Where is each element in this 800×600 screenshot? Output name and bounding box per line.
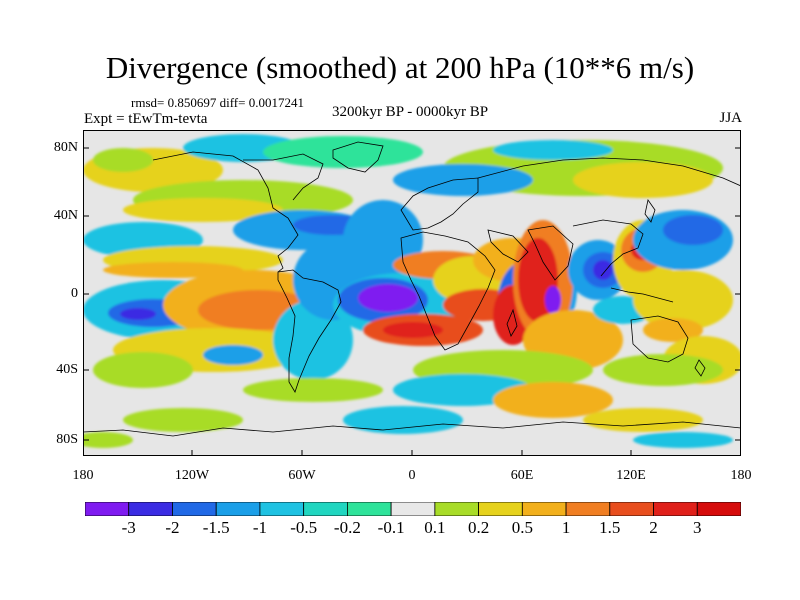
colorbar-label: -0.5 <box>290 518 318 537</box>
colorbar-swatch <box>390 502 436 516</box>
colorbar-swatch <box>128 502 173 516</box>
x-label-120e: 120E <box>616 468 646 483</box>
colorbar-label: -0.1 <box>377 518 405 537</box>
colorbar-label: 0.2 <box>467 518 490 537</box>
colorbar-swatch <box>346 502 392 516</box>
y-label-40s: 40S <box>56 362 78 377</box>
stats-label: rmsd= 0.850697 diff= 0.0017241 <box>131 95 304 110</box>
colorbar-swatch <box>696 502 741 516</box>
colorbar-swatch <box>434 502 479 516</box>
colorbar-swatch <box>521 502 567 516</box>
tick-marks <box>83 147 741 456</box>
colorbar-label: 3 <box>693 518 702 537</box>
colorbar-label: -1.5 <box>202 518 230 537</box>
colorbar-label: -1 <box>252 518 267 537</box>
y-label-40n: 40N <box>53 208 78 223</box>
coastlines <box>83 141 741 437</box>
y-label-0: 0 <box>71 286 78 301</box>
x-label-180e: 180 <box>730 468 752 483</box>
colorbar-label: -2 <box>165 518 180 537</box>
colorbar-swatch <box>565 502 611 516</box>
colorbar-swatch <box>303 502 348 516</box>
colorbar-label: -3 <box>121 518 136 537</box>
x-label-60e: 60E <box>510 468 534 483</box>
colorbar-swatch <box>609 502 654 516</box>
colorbar-label: 0.5 <box>511 518 533 537</box>
colorbar-swatch <box>85 502 130 516</box>
colorbar-swatch <box>478 502 523 516</box>
divergence-map <box>83 130 741 456</box>
x-label-120w: 120W <box>174 468 210 483</box>
colorbar-swatch <box>653 502 698 516</box>
experiment-label: Expt = tEwTm-tevta <box>84 111 208 127</box>
colorbar-swatch <box>259 502 305 516</box>
colorbar-swatch <box>172 502 217 516</box>
colorbar-label: 0.1 <box>424 518 446 537</box>
colorbar <box>85 502 741 516</box>
period-label: 3200kyr BP - 0000kyr BP <box>331 104 489 120</box>
colorbar-label: 1.5 <box>599 518 621 537</box>
colorbar-label: 2 <box>649 518 658 537</box>
y-label-80n: 80N <box>53 140 78 155</box>
season-label: JJA <box>719 110 742 126</box>
x-label-60w: 60W <box>288 468 316 483</box>
x-label-0: 0 <box>408 468 416 483</box>
colorbar-label: 1 <box>561 518 571 537</box>
colorbar-swatch <box>215 502 261 516</box>
x-label-180w: 180 <box>72 468 94 483</box>
y-label-80s: 80S <box>56 432 78 447</box>
plot-title: Divergence (smoothed) at 200 hPa (10**6 … <box>105 50 695 85</box>
colorbar-label: -0.2 <box>333 518 361 537</box>
